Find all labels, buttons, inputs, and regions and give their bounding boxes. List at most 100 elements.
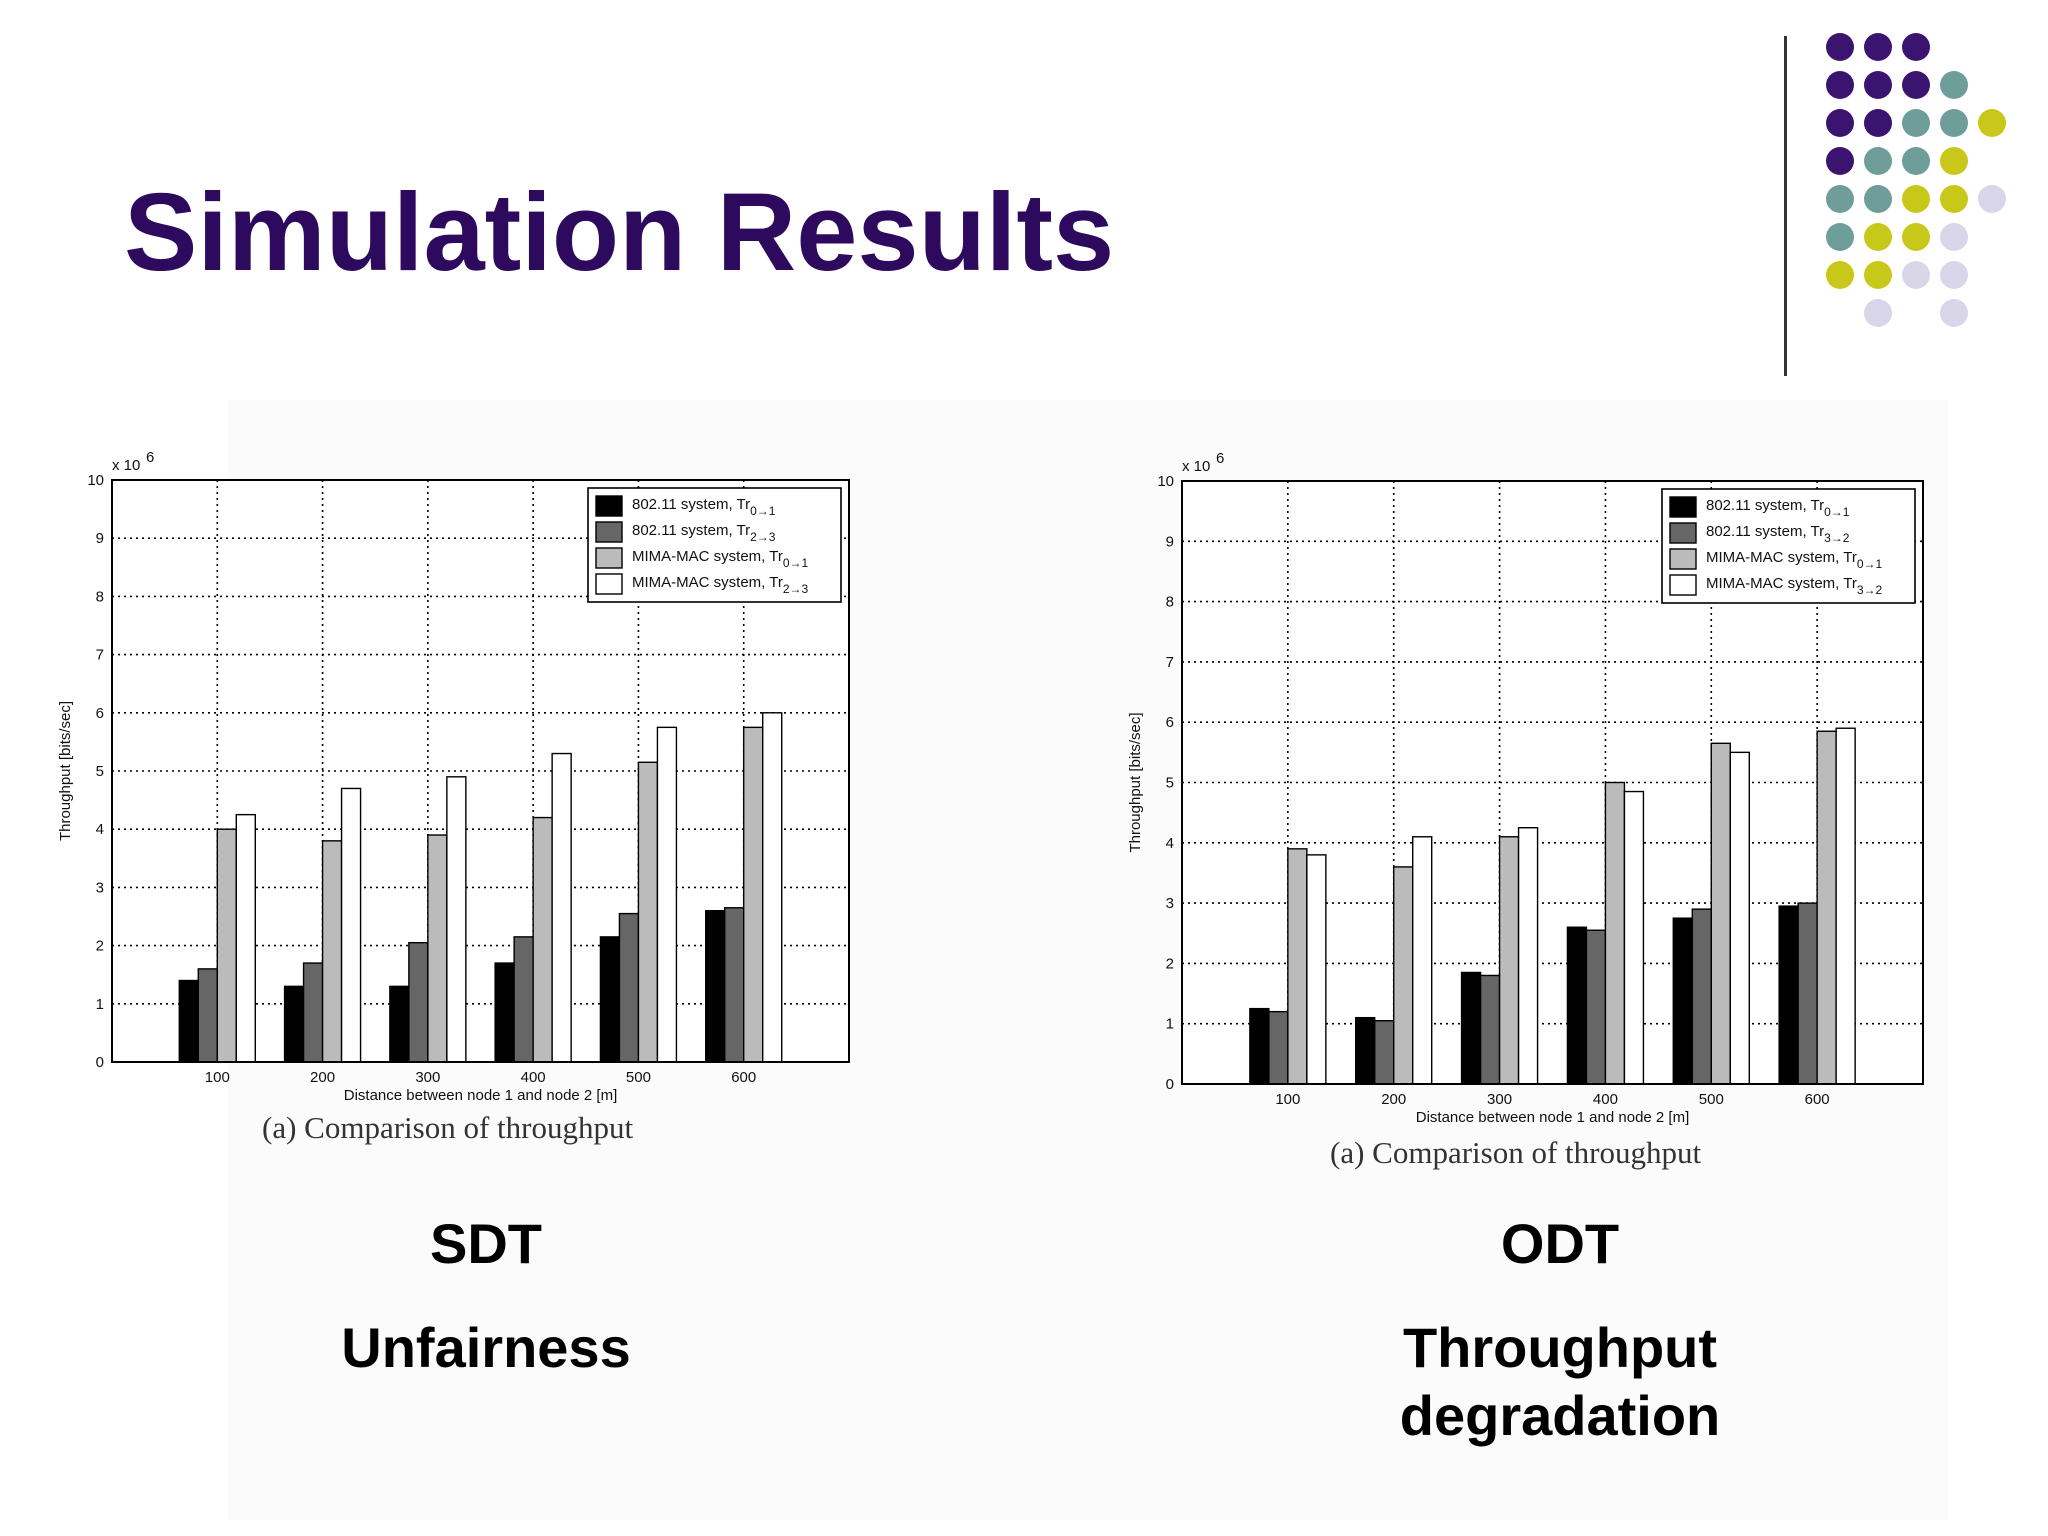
y-tick-label: 5 [1166, 775, 1174, 792]
decorative-dot [1940, 185, 1968, 213]
legend-swatch-3 [1669, 548, 1697, 570]
decorative-dot [1826, 185, 1854, 213]
decorative-dot [1940, 71, 1968, 99]
decorative-dot [1864, 71, 1892, 99]
legend-label-1: 802.11 system, Tr0→1 [632, 496, 776, 518]
y-tick-label: 6 [1166, 714, 1174, 731]
bar-2-100 [1268, 1010, 1289, 1085]
y-tick-label: 7 [1166, 654, 1174, 671]
x-axis-label: Distance between node 1 and node 2 [m] [1416, 1109, 1690, 1126]
bar-1-600 [1778, 905, 1799, 1085]
legend-swatch-4 [595, 573, 623, 595]
bar-1-300 [389, 985, 410, 1063]
y-axis-label: Throughput [bits/sec] [1127, 712, 1144, 852]
chart-odt: 0 1 2 3 4 5 6 7 8 9 10 100 200 300 400 500 600 Distance b… [1127, 450, 1924, 1126]
decorative-dot [1902, 185, 1930, 213]
plot-frame [111, 479, 850, 1063]
x-tick-label: 600 [731, 1069, 756, 1086]
x-tick-label: 100 [1275, 1091, 1300, 1108]
legend-swatch-4 [1669, 574, 1697, 596]
y-tick-label: 2 [1166, 955, 1174, 972]
bar-3-400 [1604, 781, 1626, 1085]
decorative-dot [1902, 109, 1930, 137]
decorative-dot [1902, 71, 1930, 99]
bar-1-400 [494, 962, 515, 1063]
label-odt-line1: ODT [1500, 1212, 1620, 1275]
decorative-dot [1826, 109, 1854, 137]
bar-2-600 [724, 907, 745, 1063]
y-tick-label: 0 [1166, 1076, 1174, 1093]
legend-label-4: MIMA-MAC system, Tr2→3 [632, 574, 809, 596]
legend-label-3: MIMA-MAC system, Tr0→1 [1706, 549, 1883, 571]
y-tick-label: 8 [1166, 594, 1174, 611]
bar-3-500 [1710, 742, 1731, 1085]
decorative-dot [1826, 223, 1854, 251]
legend-label-2: 802.11 system, Tr3→2 [1706, 523, 1850, 545]
decorative-dot [1902, 147, 1930, 175]
decorative-dot [1902, 223, 1930, 251]
y-tick-label: 6 [96, 705, 104, 722]
bar-2-100 [197, 968, 218, 1063]
y-tick-label: 10 [1157, 473, 1174, 490]
legend-label-2: 802.11 system, Tr2→3 [632, 522, 776, 544]
bar-4-500 [656, 726, 678, 1063]
x-tick-label: 200 [310, 1069, 335, 1086]
bar-2-500 [618, 912, 640, 1063]
legend-swatch-3 [595, 547, 623, 569]
bar-4-500 [1729, 751, 1750, 1085]
bar-2-300 [408, 941, 429, 1063]
bar-1-500 [599, 936, 621, 1063]
label-odt: ODT Throughput degradation [1340, 1210, 1780, 1450]
y-tick-label: 7 [96, 647, 104, 664]
y-tick-label: 4 [1166, 835, 1174, 852]
bar-4-400 [1623, 790, 1645, 1085]
decorative-dot [1864, 147, 1892, 175]
decorative-dot [1940, 223, 1968, 251]
bar-1-300 [1460, 971, 1482, 1085]
chart-sdt: 0 1 2 3 4 5 6 7 8 9 10 100 200 300 400 500 600 Distance b… [57, 449, 850, 1104]
y-scale-exponent: 6 [146, 449, 154, 466]
x-tick-label: 600 [1805, 1091, 1830, 1108]
legend-box [587, 487, 842, 603]
legend-swatch-1 [595, 495, 623, 517]
bar-1-100 [178, 979, 199, 1063]
decorative-dot [1864, 223, 1892, 251]
bar-3-600 [1816, 730, 1837, 1085]
bar-2-300 [1479, 974, 1501, 1085]
bar-2-500 [1691, 908, 1712, 1085]
decorative-dot [1826, 71, 1854, 99]
decorative-dot [1826, 261, 1854, 289]
bar-4-400 [551, 752, 572, 1063]
bar-1-200 [1355, 1016, 1376, 1085]
y-tick-label: 1 [96, 996, 104, 1013]
decorative-dot [1978, 185, 2006, 213]
bar-3-100 [1287, 848, 1308, 1085]
decorative-dot [1902, 33, 1930, 61]
x-tick-label: 100 [205, 1069, 230, 1086]
decorative-dot [1940, 109, 1968, 137]
y-tick-label: 8 [96, 588, 104, 605]
y-tick-label: 2 [96, 938, 104, 955]
plot-frame [1181, 480, 1924, 1085]
legend-swatch-2 [595, 521, 623, 543]
x-axis-label: Distance between node 1 and node 2 [m] [344, 1087, 618, 1104]
legend-label-4: MIMA-MAC system, Tr3→2 [1706, 575, 1883, 597]
decorative-dot [1826, 33, 1854, 61]
y-tick-label: 9 [1166, 533, 1174, 550]
label-odt-line3: degradation [1399, 1384, 1721, 1447]
bar-1-600 [705, 909, 726, 1063]
decorative-dot [1826, 147, 1854, 175]
decorative-dot [1940, 261, 1968, 289]
slide-title: Simulation Results [124, 171, 1115, 294]
x-tick-label: 400 [1593, 1091, 1618, 1108]
x-tick-label: 300 [415, 1069, 440, 1086]
y-tick-label: 10 [87, 472, 104, 489]
bar-4-200 [1412, 836, 1433, 1085]
decorative-dot [1864, 109, 1892, 137]
bar-1-100 [1249, 1007, 1270, 1085]
bar-2-400 [513, 936, 534, 1063]
legend-swatch-2 [1669, 522, 1697, 544]
x-tick-label: 400 [521, 1069, 546, 1086]
legend-label-3: MIMA-MAC system, Tr0→1 [632, 548, 809, 570]
bar-4-100 [235, 813, 256, 1063]
